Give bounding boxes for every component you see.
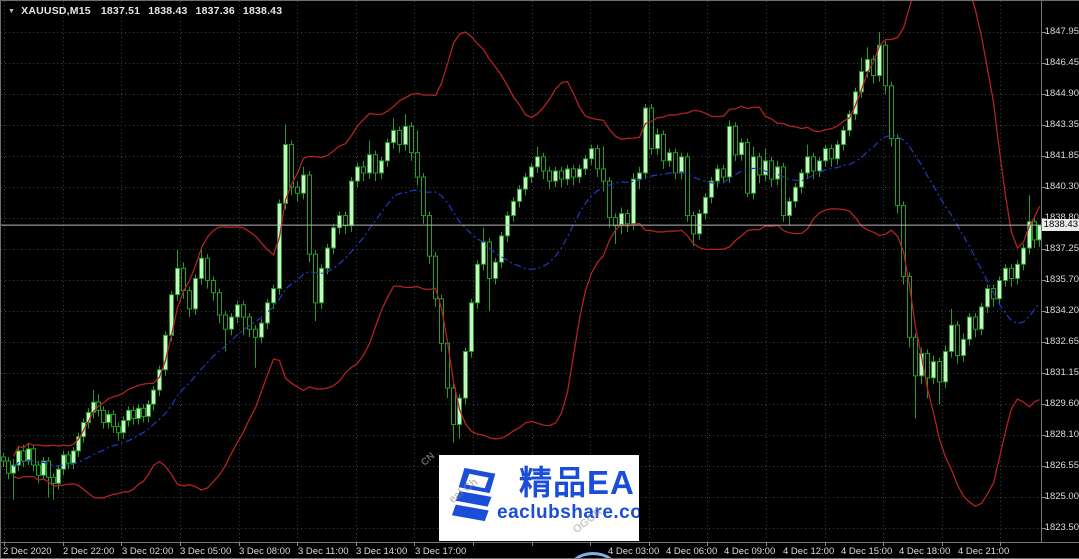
current-price-label: 1838.43: [1043, 219, 1078, 231]
price-axis-label: 1832.65: [1044, 336, 1079, 347]
price-axis-label: 1838.80: [1044, 212, 1079, 223]
price-axis-label: 1847.95: [1044, 26, 1079, 37]
price-axis-tick: [1041, 435, 1046, 436]
ohlc-low: 1837.36: [195, 5, 235, 17]
time-axis[interactable]: 2 Dec 2020 2 Dec 22:00 3 Dec 02:00 3 Dec 05…: [1, 542, 1079, 558]
price-axis-tick: [1041, 528, 1046, 529]
time-axis-label: 3 Dec 02:00: [122, 546, 174, 557]
price-axis-label: 1841.85: [1044, 150, 1079, 161]
ohlc-high: 1838.43: [148, 5, 188, 17]
symbol-label: XAUUSD,M15: [21, 5, 91, 17]
price-axis-tick: [1041, 404, 1046, 405]
time-axis-label: 2 Dec 2020: [3, 546, 52, 557]
price-axis-tick: [1041, 94, 1046, 95]
price-axis-label: 1835.70: [1044, 274, 1079, 285]
price-axis-label: 1834.20: [1044, 305, 1079, 316]
price-axis-label: 1831.15: [1044, 367, 1079, 378]
time-axis-tick: [297, 542, 298, 546]
time-axis-tick: [649, 542, 650, 546]
time-axis-tick: [942, 542, 943, 546]
time-axis-label: 3 Dec 05:00: [180, 546, 232, 557]
time-axis-tick: [473, 542, 474, 546]
time-axis-tick: [590, 542, 591, 546]
time-axis-label: 4 Dec 09:00: [724, 546, 776, 557]
price-axis-label: 1840.30: [1044, 181, 1079, 192]
price-axis-label: 1844.90: [1044, 88, 1079, 99]
price-axis[interactable]: 1838.43 1847.95 1846.45 1844.90 1843.35 1841…: [1041, 1, 1079, 542]
watermark-card: 精品EA eaclubshare.com eal Ch OGOR: [439, 455, 639, 541]
price-axis-label: 1828.10: [1044, 429, 1079, 440]
price-axis-tick: [1041, 373, 1046, 374]
time-axis-label: 3 Dec 17:00: [415, 546, 467, 557]
price-axis-label: 1843.35: [1044, 119, 1079, 130]
ohlc-close: 1838.43: [242, 5, 283, 17]
time-axis-label: 4 Dec 12:00: [783, 546, 835, 557]
ohlc-open: 1837.51: [100, 5, 141, 17]
price-axis-label: 1829.60: [1044, 398, 1079, 409]
time-axis-tick: [532, 542, 533, 546]
price-axis-tick: [1041, 218, 1046, 219]
price-axis-tick: [1041, 187, 1046, 188]
time-axis-tick: [180, 542, 181, 546]
chart-menu-arrow-icon[interactable]: ▼: [8, 7, 16, 15]
price-axis-tick: [1041, 32, 1046, 33]
time-axis-tick: [883, 542, 884, 546]
time-axis-label: 2 Dec 22:00: [63, 546, 115, 557]
price-axis-tick: [1041, 497, 1046, 498]
time-axis-tick: [239, 542, 240, 546]
price-axis-tick: [1041, 280, 1046, 281]
time-axis-tick: [766, 542, 767, 546]
watermark-site: eaclubshare.com: [497, 502, 639, 523]
price-axis-tick: [1041, 249, 1046, 250]
time-axis-tick: [121, 542, 122, 546]
price-axis-tick: [1041, 63, 1046, 64]
time-axis-label: 4 Dec 06:00: [666, 546, 718, 557]
price-axis-tick: [1041, 342, 1046, 343]
price-axis-label: 1846.45: [1044, 57, 1079, 68]
time-axis-label: 4 Dec 18:00: [899, 546, 951, 557]
time-axis-label: 3 Dec 08:00: [239, 546, 291, 557]
price-axis-label: 1826.55: [1044, 460, 1079, 471]
time-axis-tick: [414, 542, 415, 546]
price-axis-label: 1837.25: [1044, 243, 1079, 254]
time-axis-tick: [356, 542, 357, 546]
time-axis-label: 4 Dec 15:00: [841, 546, 893, 557]
price-axis-tick: [1041, 125, 1046, 126]
watermark-title: 精品EA: [519, 464, 635, 501]
time-axis-tick: [4, 542, 5, 546]
time-axis-label: 4 Dec 21:00: [958, 546, 1010, 557]
time-axis-tick: [707, 542, 708, 546]
time-axis-separator: [1, 542, 1079, 543]
price-axis-tick: [1041, 466, 1046, 467]
time-axis-label: 3 Dec 11:00: [298, 546, 349, 557]
time-axis-tick: [63, 542, 64, 546]
time-axis-tick: [825, 542, 826, 546]
price-axis-label: 1825.00: [1044, 491, 1079, 502]
price-axis-label: 1823.50: [1044, 522, 1079, 533]
symbol-ohlc-line: ▼ XAUUSD,M15 1837.51 1838.43 1837.36 183…: [8, 4, 290, 18]
time-axis-tick: [1000, 542, 1001, 546]
current-price-box: 1838.43: [1042, 219, 1079, 232]
eaclub-logo-icon: [451, 467, 496, 522]
time-axis-label: 4 Dec 03:00: [608, 546, 660, 557]
time-axis-label: 3 Dec 14:00: [356, 546, 408, 557]
price-axis-tick: [1041, 156, 1046, 157]
price-axis-tick: [1041, 311, 1046, 312]
